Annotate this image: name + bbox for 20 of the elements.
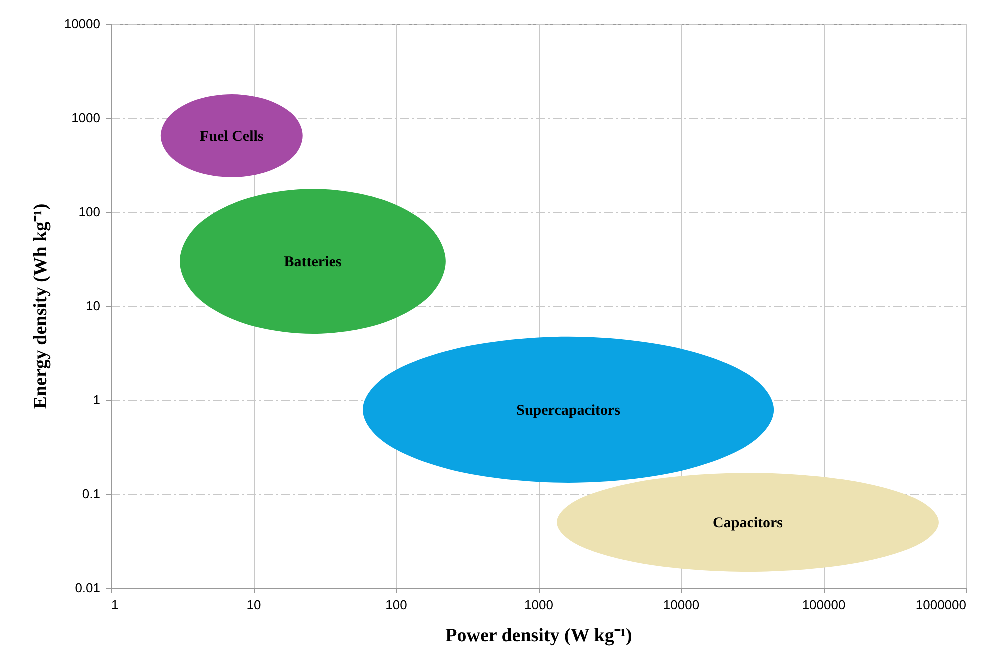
y-tick-label: 10 [86,298,100,314]
y-tick-label: 1000 [72,110,100,126]
y-tick-label: 100 [78,204,100,220]
y-tick-label: 0.01 [75,580,100,596]
series-label: Fuel Cells [200,128,264,145]
x-tick-label: 1000 [524,598,554,612]
y-axis-title: Energy density (Wh kg⁻¹) [30,204,52,410]
series-label: Batteries [284,254,342,271]
series-label: Capacitors [713,516,784,532]
x-tick-label: 1 [112,598,119,612]
x-tick-label: 100 [386,598,408,612]
x-tick-label: 10 [246,598,262,612]
x-tick-label: 100000 [802,598,846,612]
y-tick-label: 10000 [64,16,100,32]
y-tick-label: 0.1 [82,486,100,502]
x-tick-label: 1000000 [916,598,966,612]
series-label: Supercapacitors [516,402,621,419]
x-axis-title: Power density (W kg⁻¹) [446,626,632,646]
x-tick-label: 10000 [663,598,700,612]
y-tick-label: 1 [93,392,100,408]
